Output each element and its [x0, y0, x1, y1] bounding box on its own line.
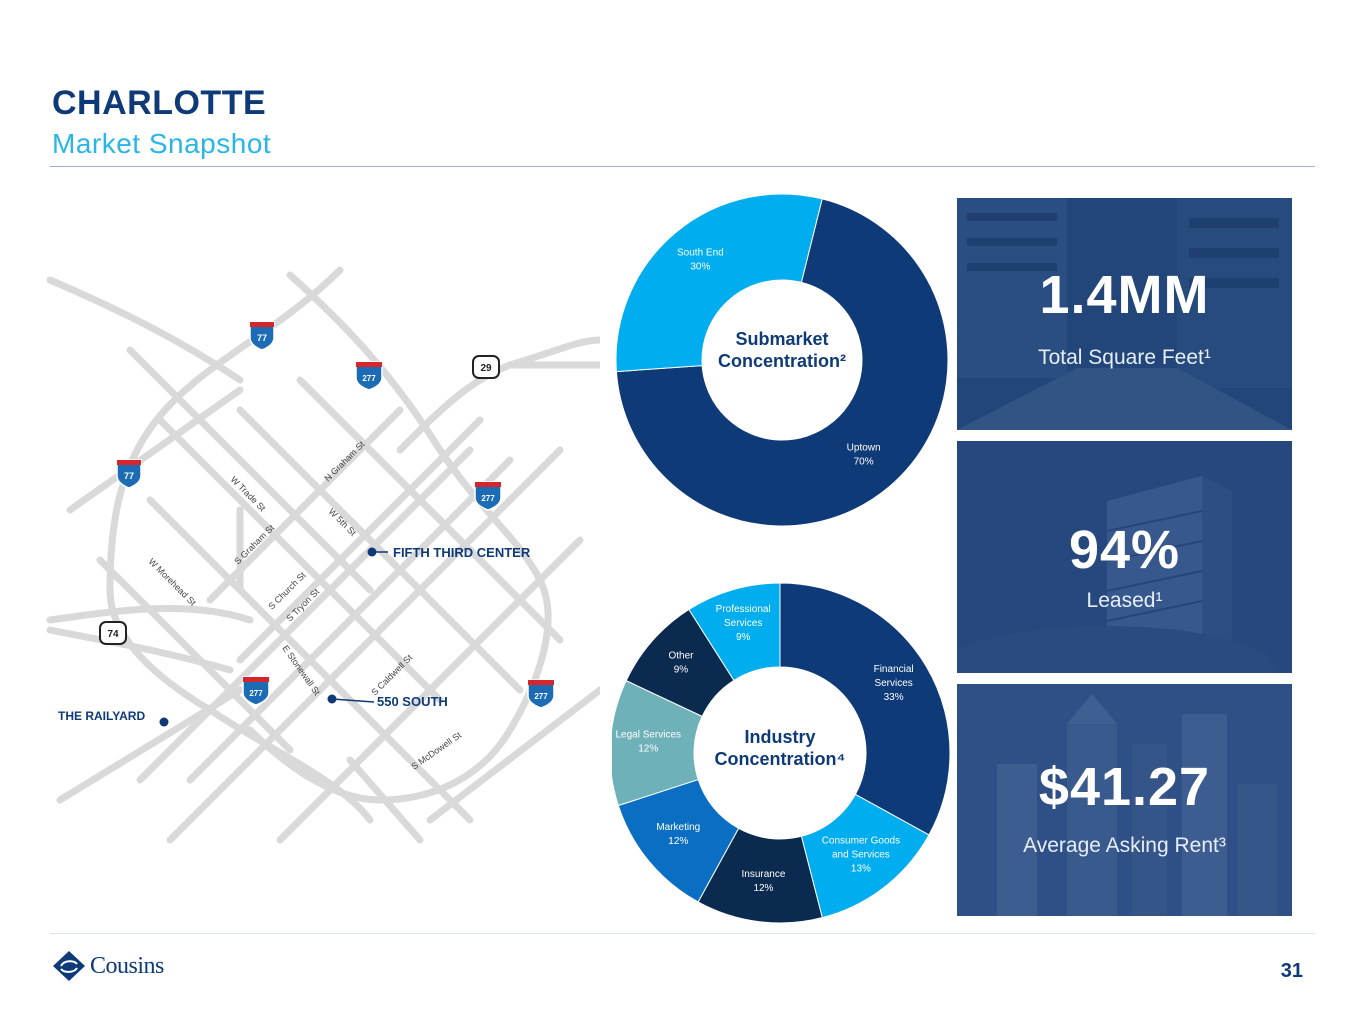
stat-label: Leased¹ — [1086, 589, 1163, 612]
street-label: S McDowell St — [409, 730, 463, 772]
svg-text:77: 77 — [124, 471, 134, 481]
i77-shield-icon: 77 — [116, 459, 142, 489]
donut-slice-label: Consumer Goods and Services 13% — [822, 835, 900, 874]
cousins-logo[interactable]: Cousins — [52, 950, 164, 982]
industry-donut-chart: Financial Services 33% Consumer Goods and Se… — [612, 583, 951, 923]
stat-value: 1.4MM — [1039, 265, 1210, 325]
logo-text: Cousins — [90, 952, 164, 979]
page-subtitle: Market Snapshot — [52, 128, 272, 159]
us29-shield-icon: 29 — [472, 355, 500, 379]
charlotte-map: 77 77 277 277 277 277 29 74 N Graham St … — [46, 266, 600, 844]
stat-card-square-feet: 1.4MM Total Square Feet¹ — [957, 198, 1292, 430]
industry-chart-title: Industry — [744, 727, 815, 747]
building-photo-background — [957, 441, 1292, 673]
svg-text:277: 277 — [249, 689, 263, 698]
footer-divider — [50, 933, 1315, 934]
svg-text:277: 277 — [481, 494, 495, 503]
submarket-donut-chart: Uptown 70% South End 30% Submarket Concentr… — [615, 193, 949, 527]
donut-slice-financial-services — [779, 583, 951, 836]
svg-text:FIFTH THIRD CENTER: FIFTH THIRD CENTER — [393, 545, 531, 560]
donut-slice-label: Professional Services 9% — [716, 604, 771, 643]
stat-card-asking-rent: $41.27 Average Asking Rent³ — [957, 684, 1292, 916]
header-divider — [50, 166, 1315, 167]
skyline-photo-background — [957, 684, 1292, 916]
building-photo-background — [957, 198, 1292, 430]
street-label: S Caldwell St — [369, 652, 414, 697]
donut-slice-label: Other 9% — [668, 651, 694, 676]
i277-shield-icon: 277 — [355, 361, 383, 391]
svg-text:THE RAILYARD: THE RAILYARD — [58, 709, 145, 723]
donut-slice-label: South End 30% — [677, 248, 724, 273]
street-label: W Morehead St — [147, 556, 199, 608]
donut-slice-label: Financial Services 33% — [874, 664, 914, 703]
svg-text:550 SOUTH: 550 SOUTH — [377, 694, 448, 709]
page-title: CHARLOTTE — [52, 84, 267, 122]
svg-text:277: 277 — [362, 374, 376, 383]
i277-shield-icon: 277 — [474, 481, 502, 511]
svg-text:277: 277 — [534, 692, 548, 701]
donut-slice-label: Uptown 70% — [847, 442, 881, 467]
svg-text:77: 77 — [257, 333, 267, 343]
stat-card-leased: 94% Leased¹ — [957, 441, 1292, 673]
submarket-chart-title: Submarket — [735, 329, 828, 349]
stat-label: Average Asking Rent³ — [1023, 834, 1226, 857]
stat-value: 94% — [1068, 520, 1181, 580]
industry-chart-title: Concentration⁴ — [715, 749, 846, 769]
street-label: N Graham St — [322, 439, 367, 484]
marker-the-railyard[interactable]: THE RAILYARD — [58, 709, 169, 727]
svg-text:74: 74 — [107, 629, 119, 640]
i277-shield-icon: 277 — [527, 679, 555, 709]
donut-slice-label: Marketing 12% — [656, 822, 700, 847]
svg-text:29: 29 — [480, 363, 492, 374]
donut-slice-south-end — [615, 193, 823, 373]
submarket-chart-title: Concentration² — [718, 351, 846, 371]
donut-slice-uptown — [615, 198, 949, 527]
i277-shield-icon: 277 — [242, 676, 270, 706]
page-number: 31 — [1280, 960, 1303, 982]
i77-shield-icon: 77 — [249, 321, 275, 351]
stat-label: Total Square Feet¹ — [1038, 346, 1211, 369]
cousins-logo-icon — [53, 951, 85, 981]
stat-value: $41.27 — [1038, 757, 1211, 817]
donut-slice-professional-services — [688, 583, 781, 682]
donut-slice-label: Legal Services 12% — [615, 730, 681, 755]
marker-550-south[interactable]: 550 SOUTH — [327, 694, 448, 709]
us74-shield-icon: 74 — [99, 621, 127, 645]
marker-fifth-third-center[interactable]: FIFTH THIRD CENTER — [367, 545, 531, 560]
donut-slice-label: Insurance 12% — [741, 869, 785, 894]
